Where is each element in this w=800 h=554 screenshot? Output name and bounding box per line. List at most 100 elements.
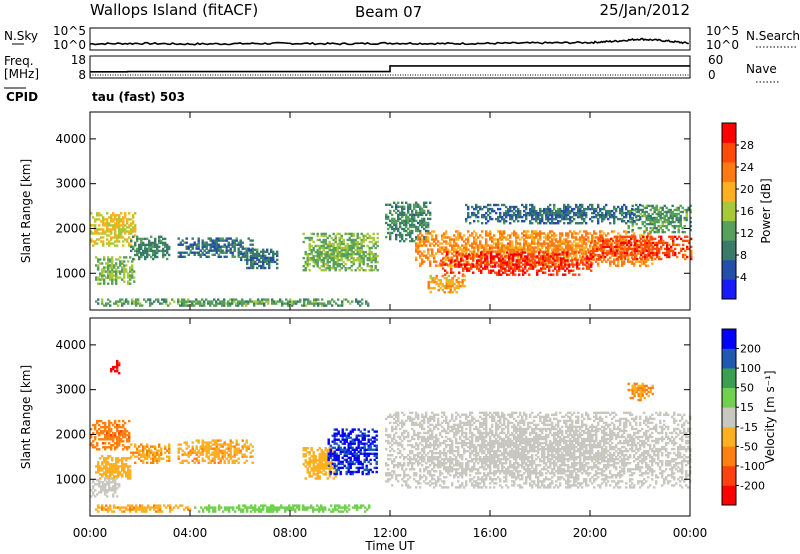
- heat-cell: [531, 207, 534, 211]
- heat-cell: [415, 256, 418, 259]
- heat-cell: [405, 221, 408, 225]
- heat-cell: [534, 255, 537, 258]
- heat-cell: [358, 242, 361, 246]
- heat-cell: [164, 245, 167, 249]
- heat-cell: [134, 226, 137, 229]
- heat-cell: [539, 230, 542, 233]
- heat-cell: [322, 232, 325, 236]
- heat-cell: [621, 207, 624, 211]
- heat-cell: [489, 207, 492, 211]
- heat-cell: [112, 436, 115, 439]
- heat-cell: [595, 236, 598, 239]
- heat-cell: [101, 272, 104, 275]
- heat-cell: [679, 222, 682, 226]
- heat-cell: [350, 269, 353, 272]
- heat-cell: [125, 270, 128, 273]
- heat-cell: [259, 300, 262, 303]
- heat-cell: [356, 267, 359, 270]
- heat-cell: [460, 265, 463, 268]
- heat-cell: [415, 235, 418, 239]
- heat-cell: [107, 298, 110, 301]
- heat-cell: [399, 239, 402, 243]
- heat-cell: [559, 232, 562, 235]
- heat-cell: [681, 230, 684, 234]
- heat-cell: [340, 256, 343, 260]
- heat-cell: [94, 232, 97, 235]
- heat-cell: [270, 258, 273, 262]
- heat-cell: [636, 243, 639, 247]
- heat-cell: [449, 291, 452, 294]
- heat-cell: [332, 265, 335, 268]
- heat-cell: [427, 221, 430, 225]
- heat-cell: [458, 253, 461, 256]
- heat-cell: [583, 242, 586, 245]
- heat-cell: [98, 214, 101, 217]
- heat-cell: [489, 211, 492, 215]
- heat-cell: [315, 302, 318, 305]
- heat-cell: [507, 213, 510, 217]
- heat-cell: [471, 244, 474, 247]
- heat-cell: [168, 447, 171, 450]
- heat-cell: [506, 265, 509, 268]
- heat-cell: [506, 251, 509, 254]
- heat-cell: [624, 255, 627, 259]
- heat-cell: [187, 445, 190, 448]
- nsky-tick-top: 10^5: [53, 24, 86, 38]
- heat-cell: [466, 267, 469, 270]
- heat-cell: [427, 248, 430, 251]
- colorbar-segment: [722, 279, 736, 300]
- heat-cell: [491, 246, 494, 249]
- heat-cell: [297, 300, 300, 303]
- heat-cell: [609, 242, 612, 245]
- heat-cell: [122, 423, 125, 427]
- heat-cell: [316, 248, 319, 252]
- heat-cell: [485, 205, 488, 209]
- heat-cell: [686, 255, 689, 259]
- heat-cell: [129, 465, 132, 468]
- heat-cell: [657, 214, 660, 218]
- heat-cell: [511, 217, 514, 221]
- heat-cell: [264, 254, 267, 258]
- heat-cell: [445, 278, 448, 282]
- heat-cell: [122, 220, 125, 223]
- heat-cell: [579, 240, 582, 243]
- heat-cell: [553, 211, 556, 215]
- heat-cell: [134, 241, 137, 245]
- heat-cell: [437, 244, 440, 247]
- heat-cell: [320, 258, 323, 262]
- heat-cell: [602, 245, 605, 249]
- heat-cell: [409, 229, 412, 233]
- heat-cell: [437, 288, 440, 292]
- heat-cell: [183, 241, 186, 244]
- heat-cell: [531, 246, 534, 249]
- heat-cell: [603, 207, 606, 211]
- heat-cell: [252, 264, 255, 268]
- heat-cell: [99, 262, 102, 265]
- heat-cell: [508, 259, 511, 262]
- heat-cell: [106, 434, 109, 437]
- heat-cell: [675, 214, 678, 218]
- heat-cell: [624, 235, 627, 238]
- heat-cell: [341, 300, 344, 303]
- heat-cell: [107, 274, 110, 277]
- heat-cell: [112, 218, 115, 221]
- y-tick-label: 3000: [55, 177, 86, 191]
- y-tick-label: 4000: [55, 132, 86, 146]
- heat-cell: [627, 220, 630, 223]
- heat-cell: [537, 213, 540, 217]
- heat-cell: [561, 217, 564, 221]
- heat-cell: [594, 247, 597, 251]
- heat-cell: [243, 247, 246, 250]
- heat-cell: [501, 242, 504, 245]
- heat-cell: [100, 419, 103, 423]
- heat-cell: [108, 224, 111, 227]
- heat-cell: [215, 300, 218, 303]
- heat-cell: [682, 255, 685, 259]
- heat-cell: [565, 213, 568, 217]
- heat-cell: [112, 423, 115, 427]
- heat-cell: [421, 223, 424, 227]
- heat-cell: [322, 263, 325, 266]
- heat-cell: [611, 242, 614, 245]
- heat-cell: [565, 211, 568, 215]
- heat-cell: [487, 234, 490, 237]
